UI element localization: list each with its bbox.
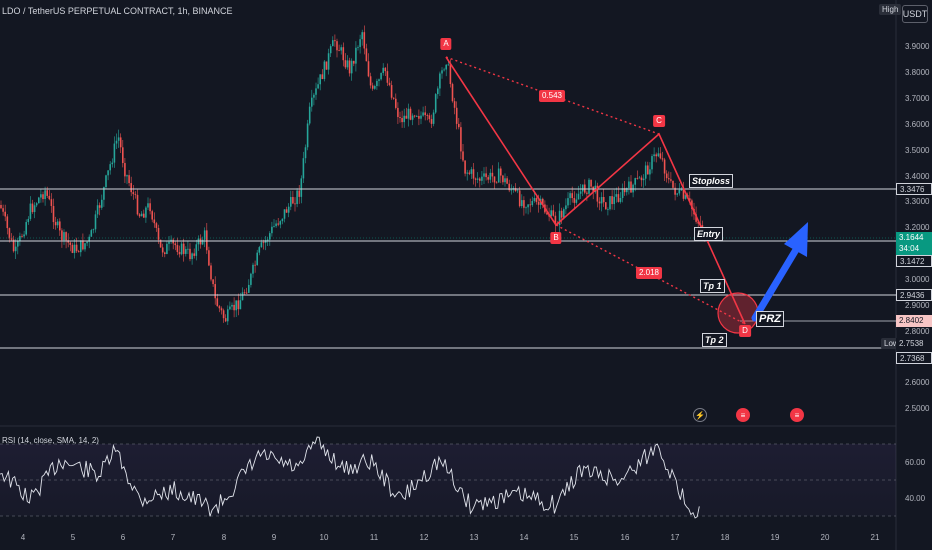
chart-title: LDO / TetherUS PERPETUAL CONTRACT, 1h, B… — [2, 6, 233, 16]
time-tick: 17 — [670, 533, 680, 542]
time-tick: 9 — [271, 533, 277, 542]
time-tick: 18 — [720, 533, 730, 542]
stoploss-price-label: 3.3476 — [896, 183, 932, 195]
time-tick: 5 — [70, 533, 76, 542]
point-c-label[interactable]: C — [653, 115, 665, 127]
lightning-event-icon[interactable]: ⚡ — [693, 408, 707, 422]
candlesticks — [0, 25, 706, 325]
price-tick: 2.5000 — [905, 404, 930, 413]
tp2-annotation[interactable]: Tp 2 — [702, 333, 727, 347]
high-label: High — [879, 4, 902, 15]
price-tick: 3.9000 — [905, 42, 930, 51]
price-tick: 2.9000 — [905, 301, 930, 310]
time-tick: 12 — [419, 533, 429, 542]
rsi-tick: 40.00 — [905, 494, 926, 503]
low-price-label: 2.7538 — [896, 338, 932, 350]
price-tick: 3.8000 — [905, 68, 930, 77]
time-tick: 10 — [319, 533, 329, 542]
prz-price-label: 2.8402 — [896, 315, 932, 327]
time-tick: 16 — [620, 533, 630, 542]
price-tick: 2.8000 — [905, 327, 930, 336]
us-flag-event-icon[interactable]: ≡ — [736, 408, 750, 422]
rsi-tick: 60.00 — [905, 458, 926, 467]
time-tick: 11 — [369, 533, 379, 542]
time-tick: 15 — [569, 533, 579, 542]
point-d-label[interactable]: D — [739, 325, 751, 337]
time-tick: 6 — [120, 533, 126, 542]
entry-price-label: 3.1472 — [896, 255, 932, 267]
price-tick: 3.5000 — [905, 146, 930, 155]
time-tick: 20 — [820, 533, 830, 542]
time-tick: 13 — [469, 533, 479, 542]
time-tick: 21 — [870, 533, 880, 542]
time-tick: 7 — [170, 533, 176, 542]
price-tick: 2.6000 — [905, 378, 930, 387]
point-b-label[interactable]: B — [550, 232, 562, 244]
prz-annotation[interactable]: PRZ — [756, 311, 784, 327]
entry-annotation[interactable]: Entry — [694, 227, 724, 241]
time-tick: 4 — [20, 533, 26, 542]
currency-button[interactable]: USDT — [902, 5, 928, 23]
tp2-price-label: 2.7368 — [896, 352, 932, 364]
current-price-label: 3.1644 — [896, 232, 932, 244]
bullish-arrow[interactable] — [751, 222, 808, 322]
us-flag-event-icon[interactable]: ≡ — [790, 408, 804, 422]
time-tick: 19 — [770, 533, 780, 542]
tp1-price-label: 2.9436 — [896, 289, 932, 301]
rsi-line — [0, 436, 700, 519]
stoploss-annotation[interactable]: Stoploss — [689, 174, 734, 188]
ratio-ac-label[interactable]: 0.543 — [538, 90, 566, 102]
prz-circle — [717, 292, 759, 334]
price-tick: 3.0000 — [905, 275, 930, 284]
time-tick: 14 — [519, 533, 529, 542]
price-tick: 3.4000 — [905, 172, 930, 181]
price-tick: 3.6000 — [905, 120, 930, 129]
price-tick: 3.7000 — [905, 94, 930, 103]
time-tick: 8 — [221, 533, 227, 542]
price-tick: 3.2000 — [905, 223, 930, 232]
price-tick: 3.3000 — [905, 197, 930, 206]
countdown-label: 34:04 — [896, 243, 932, 255]
point-a-label[interactable]: A — [440, 38, 452, 50]
rsi-title[interactable]: RSI (14, close, SMA, 14, 2) — [2, 436, 99, 445]
tp1-annotation[interactable]: Tp 1 — [700, 279, 725, 293]
ratio-bd-label[interactable]: 2.018 — [635, 267, 663, 279]
low-label: Low — [881, 338, 902, 349]
